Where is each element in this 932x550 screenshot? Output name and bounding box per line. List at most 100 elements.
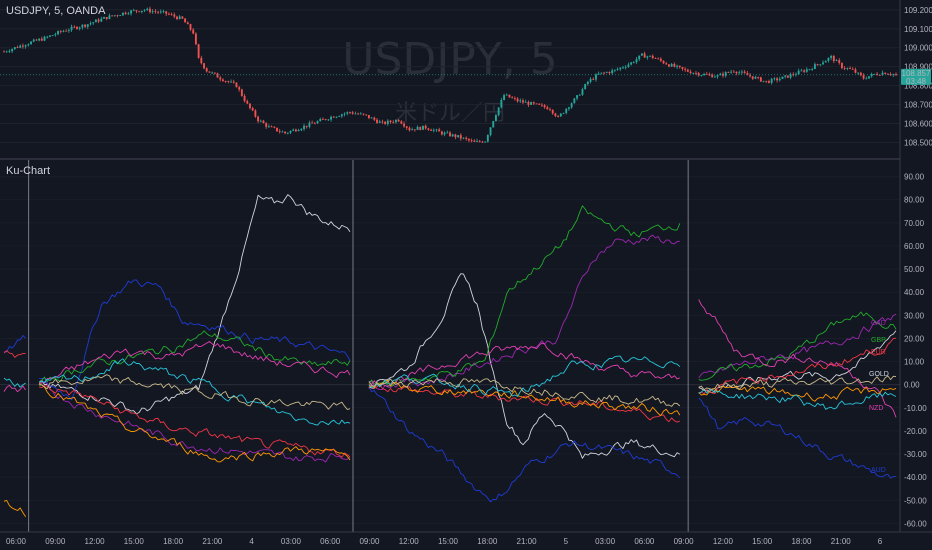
bar-countdown: 03:48 — [906, 77, 927, 86]
candle-body — [524, 101, 527, 103]
candle-body — [265, 123, 268, 127]
candle-body — [276, 127, 278, 132]
indicator-tick-label: -60.00 — [904, 519, 927, 528]
candle-body — [562, 112, 565, 114]
series-line-orange — [3, 499, 26, 517]
indicator-tick-label: 0.00 — [904, 381, 920, 390]
candle-body — [221, 79, 224, 82]
candle-body — [557, 116, 560, 117]
candle-body — [643, 53, 646, 58]
candle-body — [657, 58, 660, 60]
candle-body — [59, 31, 62, 32]
candle-body — [816, 64, 819, 65]
candle-body — [319, 119, 322, 122]
candle-body — [630, 62, 633, 65]
indicator-tick-label: 80.00 — [904, 196, 925, 205]
candle-body — [465, 137, 468, 139]
indicator-pane-background[interactable] — [0, 160, 900, 532]
candle-body — [859, 72, 862, 76]
candle-body — [343, 113, 346, 115]
candle-body — [449, 132, 451, 137]
candle-body — [803, 70, 806, 72]
candle-body — [473, 140, 476, 142]
indicator-tick-label: 70.00 — [904, 219, 925, 228]
candle-body — [38, 38, 41, 41]
time-tick-label: 18:00 — [791, 537, 812, 546]
price-axis-ticks[interactable]: 109.200 109.100 109.000 108.900 108.800 108.7… — [904, 6, 932, 148]
time-tick-label: 09:00 — [359, 537, 380, 546]
candle-body — [103, 17, 105, 19]
candle-body — [354, 113, 357, 115]
candle-body — [735, 71, 738, 74]
candle-body — [200, 57, 203, 64]
series-line-magenta — [368, 342, 680, 389]
candle-body — [773, 78, 776, 80]
candle-body — [467, 138, 470, 141]
candle-body — [121, 12, 124, 16]
candle-body — [692, 72, 695, 74]
candle-body — [205, 68, 208, 72]
candle-body — [424, 125, 427, 129]
candle-body — [76, 26, 78, 29]
time-tick-label: 21:00 — [517, 537, 538, 546]
candlestick-series — [3, 6, 897, 143]
candle-body — [505, 94, 508, 96]
indicator-tick-label: -20.00 — [904, 427, 927, 436]
indicator-tick-label: 30.00 — [904, 311, 925, 320]
series-line-darkblue — [3, 334, 26, 353]
indicator-tick-label: -10.00 — [904, 404, 927, 413]
candle-body — [513, 98, 516, 99]
series-line-cyan — [698, 388, 897, 410]
legend-cad: CAD — [871, 320, 886, 327]
candle-body — [703, 73, 706, 76]
time-axis-ticks[interactable]: 06:00 09:00 12:00 15:00 18:00 21:00 4 03:00 06:0… — [6, 537, 883, 546]
legend-aud: AUD — [871, 467, 886, 474]
candle-body — [27, 44, 30, 46]
candle-body — [800, 70, 803, 72]
time-tick-label: 4 — [249, 537, 254, 546]
candle-body — [176, 16, 178, 20]
candle-body — [392, 121, 395, 123]
candle-body — [216, 73, 219, 78]
candle-body — [765, 80, 768, 82]
candle-body — [530, 102, 533, 105]
candle-body — [719, 73, 722, 76]
candle-body — [673, 63, 676, 67]
time-tick-label: 06:00 — [634, 537, 655, 546]
candle-body — [584, 84, 587, 90]
time-tick-label: 03:00 — [595, 537, 616, 546]
candle-body — [151, 11, 154, 13]
candle-body — [251, 108, 254, 111]
candle-body — [376, 119, 378, 123]
candle-body — [862, 75, 865, 79]
candle-body — [695, 72, 697, 74]
candle-body — [346, 112, 349, 114]
candle-body — [381, 121, 384, 123]
series-line-darkblue — [368, 386, 681, 503]
legend-gbp: GBP — [871, 337, 886, 344]
candle-body — [895, 74, 897, 75]
candle-body — [419, 126, 422, 130]
candle-body — [8, 51, 11, 53]
candle-body — [40, 38, 43, 41]
indicator-tick-label: 60.00 — [904, 242, 925, 251]
candle-body — [149, 8, 151, 13]
candle-body — [427, 128, 430, 130]
candle-body — [46, 36, 49, 38]
candle-body — [338, 116, 341, 117]
candle-body — [743, 71, 746, 74]
candle-body — [140, 10, 143, 13]
price-axis-background[interactable] — [900, 0, 932, 532]
candle-body — [411, 129, 414, 131]
candle-body — [246, 101, 249, 104]
candle-body — [459, 135, 462, 139]
candle-body — [481, 141, 484, 143]
candle-body — [430, 129, 433, 131]
candle-body — [489, 127, 492, 135]
indicator-tick-label: -30.00 — [904, 450, 927, 459]
indicator-axis-ticks[interactable]: 90.00 80.00 70.00 60.00 50.00 40.00 30.00 20.00… — [904, 173, 927, 529]
price-pane-gridlines — [0, 9, 900, 144]
candle-body — [573, 98, 576, 104]
candle-body — [876, 73, 879, 75]
